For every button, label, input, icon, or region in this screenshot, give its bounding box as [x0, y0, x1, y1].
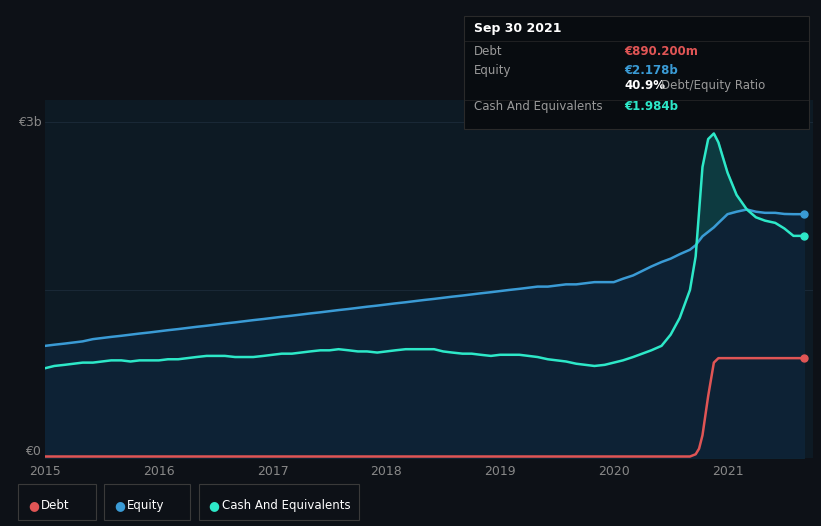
- Text: Debt: Debt: [474, 45, 502, 58]
- Text: Cash And Equivalents: Cash And Equivalents: [222, 499, 351, 512]
- Text: €0: €0: [25, 444, 41, 458]
- Text: 40.9%: 40.9%: [624, 79, 665, 93]
- Text: Equity: Equity: [127, 499, 165, 512]
- Text: ●: ●: [114, 499, 125, 512]
- Text: €1.984b: €1.984b: [624, 100, 678, 114]
- Text: €2.178b: €2.178b: [624, 64, 677, 77]
- Text: Equity: Equity: [474, 64, 511, 77]
- Text: €3b: €3b: [18, 116, 41, 129]
- Text: Debt/Equity Ratio: Debt/Equity Ratio: [661, 79, 765, 93]
- Text: ●: ●: [28, 499, 39, 512]
- Text: ●: ●: [209, 499, 219, 512]
- Text: Debt: Debt: [41, 499, 70, 512]
- Text: €890.200m: €890.200m: [624, 45, 698, 58]
- Text: Sep 30 2021: Sep 30 2021: [474, 22, 562, 35]
- Text: Cash And Equivalents: Cash And Equivalents: [474, 100, 603, 114]
